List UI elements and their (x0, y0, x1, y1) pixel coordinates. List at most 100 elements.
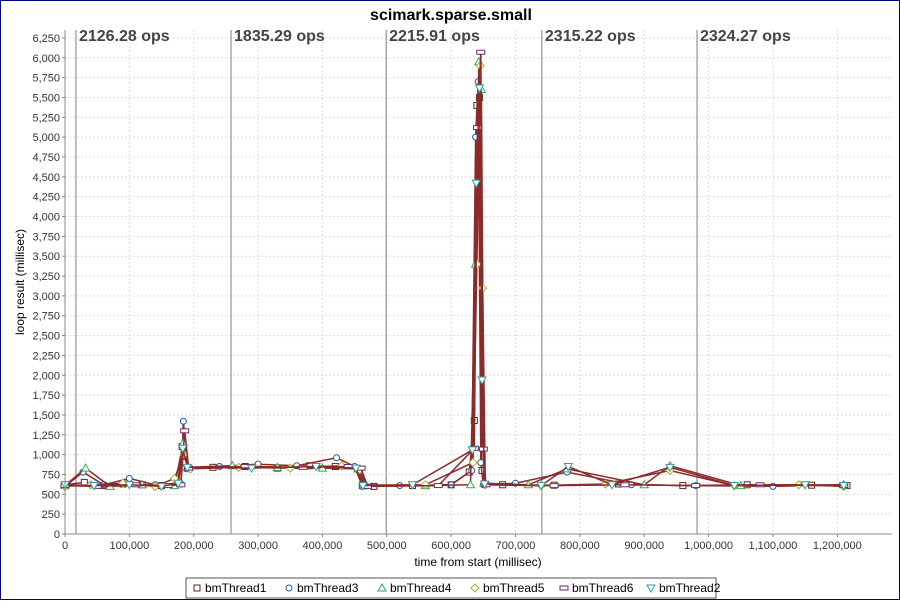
x-tick-label: 0 (62, 540, 68, 552)
data-point-bmThread2 (467, 446, 478, 455)
legend-label-bmThread1: bmThread1 (205, 581, 267, 595)
data-point-bmThread6 (180, 428, 190, 434)
y-tick-label: 6,250 (32, 33, 60, 45)
data-point-bmThread6 (476, 49, 486, 55)
y-tick-label: 1,250 (32, 430, 60, 442)
data-point-bmThread3 (333, 454, 341, 462)
data-point-bmThread2 (156, 482, 167, 492)
data-point-bmThread2 (729, 482, 740, 491)
data-point-bmThread6 (620, 482, 630, 488)
series-line-bmThread2 (64, 87, 844, 488)
data-point-bmThread2 (800, 481, 810, 490)
data-point-bmThread6 (549, 483, 559, 489)
data-point-bmThread2 (407, 481, 418, 490)
x-tick-label: 200,000 (174, 540, 214, 552)
data-point-bmThread2 (246, 464, 257, 474)
x-tick-label: 900,000 (624, 540, 664, 552)
data-point-bmThread2 (474, 84, 485, 93)
y-tick-label: 6,000 (32, 53, 60, 65)
data-point-bmThread6 (433, 483, 443, 489)
y-tick-label: 4,000 (32, 212, 60, 224)
data-point-bmThread2 (177, 444, 188, 454)
phase-markers: 2126.28 ops 1835.29 ops 2215.91 ops 2315.22… (75, 28, 791, 534)
chart-title: scimark.sparse.small (370, 7, 532, 24)
legend-marker-bmThread4 (377, 582, 387, 592)
y-tick-label: 2,750 (32, 311, 60, 323)
y-tick-label: 500 (42, 489, 60, 501)
data-point-bmThread3 (468, 467, 476, 475)
y-tick-label: 3,250 (32, 271, 60, 283)
data-point-bmThread3 (125, 474, 133, 482)
x-tick-label: 100,000 (109, 540, 149, 552)
phase-ops-label: 1835.29 ops (234, 28, 325, 45)
data-point-bmThread2 (477, 376, 487, 386)
y-tick-label: 5,250 (32, 112, 60, 124)
data-point-bmThread2 (536, 482, 547, 491)
x-tick-label: 700,000 (496, 540, 536, 552)
data-point-bmThread2 (124, 481, 135, 490)
y-tick-label: 1,500 (32, 410, 60, 422)
series-layer (60, 49, 851, 492)
x-tick-label: 300,000 (238, 540, 278, 552)
y-tick-label: 3,000 (32, 291, 60, 303)
phase-ops-label: 2324.27 ops (700, 28, 791, 45)
y-tick-label: 2,500 (32, 331, 60, 343)
data-point-bmThread4 (465, 479, 476, 489)
y-tick-label: 4,250 (32, 192, 60, 204)
x-tick-label: 800,000 (560, 540, 600, 552)
data-point-bmThread2 (471, 179, 482, 189)
data-point-bmThread4 (80, 463, 91, 472)
y-tick-label: 3,500 (32, 251, 60, 263)
phase-ops-label: 2315.22 ops (545, 28, 636, 45)
data-point-bmThread2 (563, 463, 574, 472)
y-tick-label: 5,750 (32, 73, 60, 85)
data-point-bmThread6 (691, 483, 701, 489)
legend-label-bmThread2: bmThread2 (659, 581, 721, 595)
axes-layer (64, 30, 892, 535)
data-point-bmThread2 (358, 482, 368, 491)
data-point-bmThread3 (477, 459, 485, 467)
legend-marker-bmThread5 (470, 583, 480, 593)
series-bmThread2 (60, 84, 849, 492)
data-point-bmThread2 (665, 463, 675, 473)
data-point-bmThread2 (89, 482, 99, 491)
legend-label-bmThread3: bmThread3 (297, 581, 359, 595)
legend-box (185, 577, 717, 599)
data-point-bmThread2 (838, 482, 849, 491)
y-tick-label: 4,750 (32, 152, 60, 164)
legend-label-bmThread5: bmThread5 (483, 581, 545, 595)
data-point-bmThread2 (173, 479, 184, 489)
data-point-bmThread2 (479, 480, 490, 490)
y-tick-label: 1,000 (32, 450, 60, 462)
data-point-bmThread5 (420, 480, 431, 490)
legend-marker-bmThread6 (559, 585, 569, 591)
data-point-bmThread5 (468, 457, 478, 468)
y-ticks: 0 250 500 750 1,000 1,250 1,500 1,750 2,000 2,250… (32, 33, 65, 541)
phase-ops-label: 2215.91 ops (389, 28, 480, 45)
y-tick-label: 0 (54, 529, 60, 541)
x-tick-label: 400,000 (303, 540, 343, 552)
x-ticks: 0 100,000 200,000 300,000 400,000 500,000 600,… (62, 534, 862, 552)
x-tick-label: 1,200,000 (813, 540, 862, 552)
legend-label-bmThread4: bmThread4 (390, 581, 452, 595)
y-tick-label: 1,750 (32, 390, 60, 402)
legend-marker-bmThread3 (285, 584, 293, 592)
y-tick-label: 250 (42, 509, 60, 521)
y-tick-label: 5,000 (32, 132, 60, 144)
y-tick-label: 750 (42, 469, 60, 481)
y-tick-label: 5,500 (32, 92, 60, 104)
data-point-bmThread2 (607, 481, 617, 490)
y-tick-label: 2,250 (32, 350, 60, 362)
data-point-bmThread2 (311, 463, 321, 472)
y-tick-label: 2,000 (32, 370, 60, 382)
data-point-bmThread2 (351, 464, 361, 474)
y-tick-label: 4,500 (32, 172, 60, 184)
data-point-bmThread2 (182, 463, 193, 473)
x-axis-label: time from start (millisec) (414, 555, 541, 569)
x-tick-label: 600,000 (431, 540, 471, 552)
data-point-bmThread3 (179, 417, 187, 425)
legend-marker-bmThread1 (193, 584, 201, 592)
phase-ops-label: 2126.28 ops (79, 28, 170, 45)
